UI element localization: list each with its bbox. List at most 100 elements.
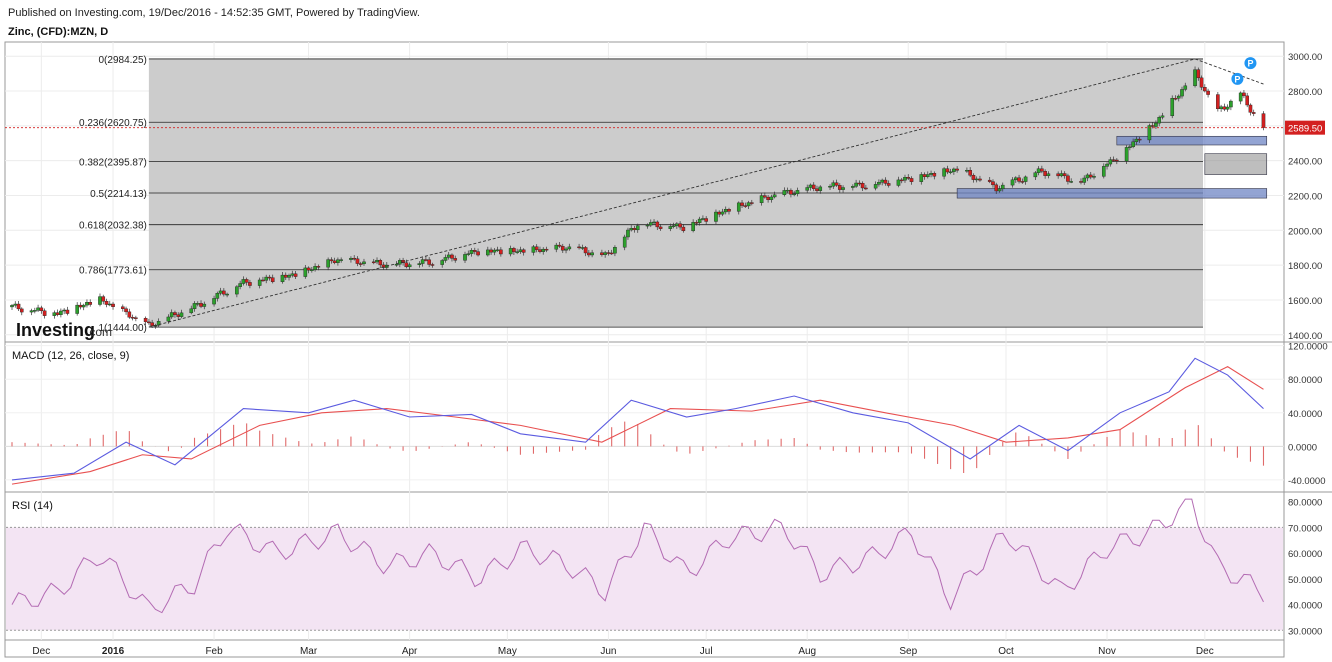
candle-body	[831, 182, 836, 187]
candle-body	[789, 189, 793, 195]
candle-body	[564, 248, 568, 251]
candle-body	[306, 267, 311, 271]
candle-body	[476, 251, 480, 256]
candle-body	[248, 282, 252, 286]
macd-tick-label: 80.0000	[1288, 375, 1322, 386]
candle-body	[697, 218, 702, 223]
candle-body	[811, 184, 816, 189]
candle-body	[1033, 172, 1038, 178]
candle-body	[792, 193, 796, 196]
candle-body	[39, 307, 44, 312]
candle-body	[1082, 177, 1087, 183]
candle-body	[512, 248, 516, 253]
candle-body	[1238, 92, 1243, 102]
macd-line	[11, 357, 1264, 481]
macd-pane	[5, 357, 1284, 485]
candle-body	[600, 252, 604, 255]
candle-body	[1056, 173, 1060, 177]
candle-body	[195, 303, 200, 305]
candle-body	[257, 279, 262, 286]
candle-body	[1160, 115, 1165, 118]
candle-body	[424, 259, 428, 261]
candle-body	[1173, 98, 1178, 100]
candle-body	[1150, 125, 1155, 127]
candle-body	[906, 177, 911, 179]
candle-body	[466, 253, 471, 255]
candle-body	[427, 259, 431, 265]
candle-body	[851, 186, 855, 188]
candle-body	[1206, 90, 1210, 95]
candle-body	[743, 205, 748, 207]
candle-body	[560, 246, 565, 251]
candle-body	[1036, 168, 1041, 173]
candle-body	[678, 223, 682, 228]
candle-body	[124, 308, 128, 313]
candle-body	[189, 308, 194, 314]
candle-body	[1124, 147, 1129, 162]
rsi-tick-label: 30.0000	[1288, 626, 1322, 637]
x-tick-label: Dec	[32, 646, 50, 657]
candle-body	[1134, 138, 1139, 143]
zone-rect	[956, 188, 1268, 199]
candle-body	[303, 267, 308, 277]
candle-body	[769, 196, 774, 200]
candle-body	[179, 312, 184, 317]
candle-body	[1170, 98, 1175, 117]
candle-body	[1128, 146, 1132, 149]
candle-body	[919, 174, 924, 182]
candle-body	[1020, 181, 1025, 183]
candle-body	[717, 211, 722, 215]
candle-body	[59, 310, 63, 315]
candle-body	[169, 312, 174, 318]
candle-body	[763, 195, 767, 198]
candle-body	[675, 223, 679, 227]
candle-body	[19, 308, 24, 313]
candle-body	[332, 260, 337, 263]
candle-body	[554, 244, 559, 250]
candle-body	[518, 249, 523, 252]
x-tick-label: 2016	[102, 646, 125, 657]
candle-body	[1229, 100, 1233, 108]
candle-body	[828, 185, 832, 188]
candle-body	[1176, 95, 1181, 99]
candle-body	[750, 202, 754, 204]
fib-level-label: 0.5(2214.13)	[90, 189, 147, 200]
candle-body	[98, 296, 102, 305]
candle-body	[1108, 159, 1113, 165]
candle-body	[1203, 87, 1207, 92]
x-tick-label: Jul	[700, 646, 713, 657]
candle-body	[111, 303, 115, 307]
candle-body	[472, 250, 477, 252]
candle-body	[714, 211, 718, 222]
fib-level-label: 0.236(2620.75)	[79, 118, 147, 129]
macd-tick-label: 0.0000	[1288, 442, 1317, 453]
candle-body	[648, 222, 653, 226]
x-tick-label: Feb	[205, 646, 223, 657]
candle-body	[922, 174, 927, 177]
candle-body	[65, 309, 70, 314]
candle-body	[287, 275, 291, 278]
candle-body	[1183, 85, 1188, 90]
candle-body	[671, 225, 676, 228]
rsi-pane	[6, 498, 1283, 631]
candle-body	[1069, 181, 1073, 183]
candle-body	[446, 254, 451, 258]
candle-body	[150, 322, 154, 326]
candle-body	[587, 252, 591, 256]
candle-body	[394, 263, 399, 266]
price-tick-label: 2400.00	[1288, 157, 1322, 168]
price-tick-label: 2200.00	[1288, 191, 1322, 202]
candle-body	[1079, 181, 1083, 183]
x-tick-label: May	[498, 646, 517, 657]
candle-body	[541, 248, 546, 252]
candle-body	[1193, 69, 1197, 87]
fib-level-label: 0.618(2032.38)	[79, 221, 147, 232]
candle-body	[310, 269, 314, 271]
candle-body	[62, 309, 66, 312]
candle-body	[987, 179, 992, 182]
candle-body	[652, 221, 656, 224]
candle-body	[994, 184, 999, 192]
candle-body	[1147, 125, 1152, 141]
candle-body	[1154, 122, 1158, 127]
